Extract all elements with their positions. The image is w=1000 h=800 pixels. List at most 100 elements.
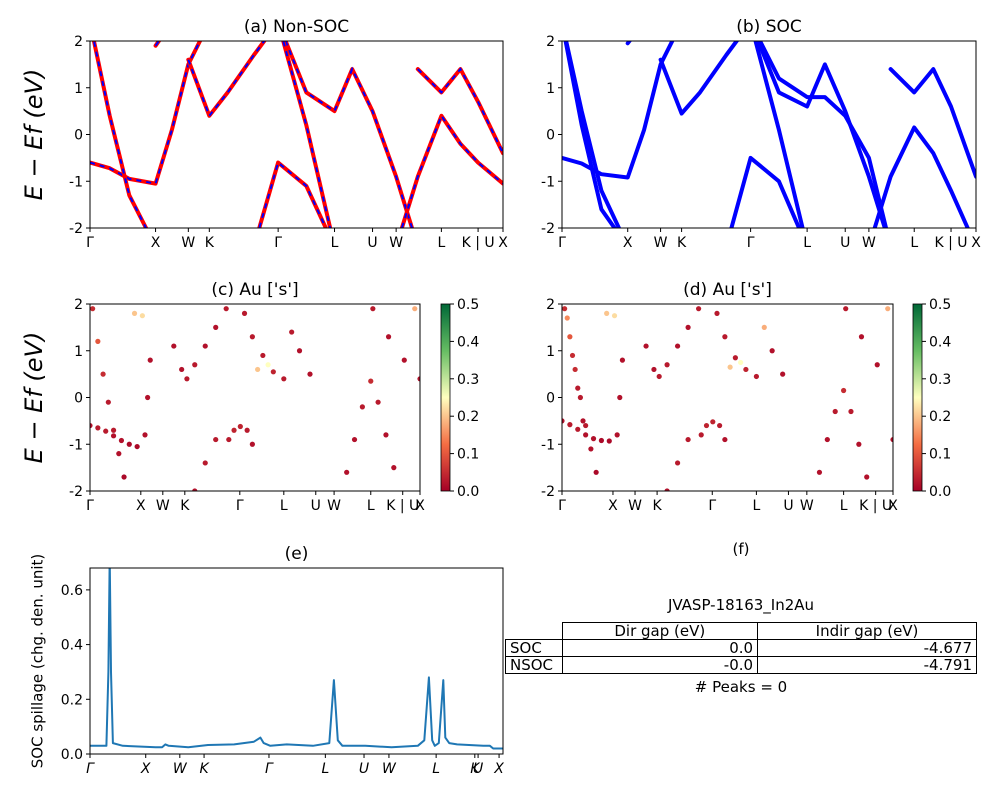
band-line [872,125,970,228]
y-tick-label: 0 [546,391,555,407]
band-line [757,41,889,228]
point [593,469,599,475]
x-tick-label: Γ [86,235,94,251]
band-line [90,568,503,750]
point [241,310,248,316]
colorbar-tick-label: 0.5 [929,297,951,313]
point [564,315,570,321]
table-subtitle: JVASP-18163_In2Au [667,596,815,614]
x-tick-label: L [367,498,375,514]
point [656,373,662,380]
point [126,441,132,447]
y-tick-label: 1 [74,81,83,97]
x-tick-label: Γ [558,498,566,514]
point [824,436,830,443]
colorbar-tick-label: 0.3 [457,372,479,388]
x-tick-label: X [136,498,146,514]
point [577,394,583,401]
point [118,437,125,444]
y-tick-label: 0.2 [61,692,83,708]
point [370,306,376,312]
x-tick-label: K [677,235,687,251]
point [213,436,219,443]
point [231,427,237,433]
point [604,310,610,316]
y-tick-label: 0 [74,391,83,407]
y-tick-label: 0 [546,128,555,144]
point [588,446,594,452]
colorbar-tick-label: 0.5 [457,297,479,313]
point [105,399,111,405]
point [722,436,728,443]
gap-table: Dir gap (eV) Indir gap (eV) SOC 0.0 -4.6… [505,622,977,674]
colorbar-tick-label: 0.4 [457,334,479,350]
y-tick-label: 1 [546,81,555,97]
x-tick-label: U [311,498,321,514]
x-tick-label: W [389,235,403,251]
cell: -0.0 [561,656,759,674]
x-tick-label: X [151,235,161,251]
band-line [564,41,622,228]
band-line [658,41,740,116]
y-tick-label: -2 [69,484,83,500]
point [841,387,847,394]
x-tick-label: K [199,761,210,777]
point [90,422,93,429]
x-tick-label: X [623,235,633,251]
point [100,371,106,377]
point [583,432,589,438]
point [572,366,578,373]
band-line [283,41,415,228]
point [614,432,620,438]
y-tick-label: -2 [541,221,555,237]
point [351,436,358,443]
band-line [729,155,802,228]
point [260,352,266,359]
y-tick-label: 1 [74,344,83,360]
point [359,404,365,410]
row-label: SOC [505,639,563,657]
band-line [755,41,887,228]
point [307,371,313,377]
point [296,348,303,354]
point [95,338,101,344]
band-overlay [400,113,503,228]
x-tick-label: L [432,761,440,777]
band-overlay [92,41,148,228]
point [385,334,392,340]
point [139,313,145,319]
point [858,334,865,340]
band-overlay [154,41,161,47]
x-tick-label: L [803,235,811,251]
point [131,310,138,316]
point [674,343,681,349]
colorbar-tick-label: 0.0 [929,484,951,500]
y-axis-label: E − Ef (eV) [20,332,48,464]
band-line [563,41,617,228]
point [562,306,568,312]
point [255,366,261,373]
point [270,369,276,375]
band-overlay [258,160,327,228]
point [202,343,208,349]
point [664,362,670,368]
x-tick-label: Γ [236,498,244,514]
point [703,422,710,429]
x-tick-label: X [498,235,508,251]
x-tick-label: W [181,235,195,251]
x-tick-label: Γ [558,235,566,251]
plot-area [90,568,503,750]
point [717,422,723,429]
point [619,357,626,363]
point [562,418,565,424]
x-tick-label: X [415,498,425,514]
point [714,310,720,316]
x-tick-label: W [628,498,642,514]
point [617,394,623,401]
x-tick-label: K | U [859,498,892,514]
x-tick-label: W [862,235,876,251]
point [344,469,350,475]
col-header: Indir gap (eV) [757,622,977,640]
point [289,329,295,335]
